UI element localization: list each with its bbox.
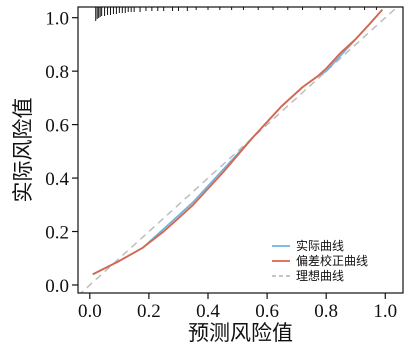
series-line-apparent (92, 9, 383, 276)
y-axis: 0.0 0.2 0.4 0.6 0.8 1.0 (45, 9, 78, 297)
x-axis-title: 预测风险值 (188, 321, 293, 345)
y-axis-title: 实际风险值 (11, 98, 35, 203)
x-tick-label: 0.2 (137, 301, 161, 322)
series-line-ideal (79, 7, 399, 293)
y-tick-label: 0.8 (45, 62, 69, 83)
x-tick-label: 0.0 (78, 301, 102, 322)
rug-marks (95, 7, 377, 21)
y-tick-label: 1.0 (45, 9, 69, 30)
series-lines (79, 7, 399, 293)
x-tick-label: 0.6 (255, 301, 279, 322)
plot-frame (77, 6, 404, 294)
y-tick-label: 0.0 (45, 276, 69, 297)
y-tick-label: 0.6 (45, 116, 69, 137)
x-tick-label: 0.4 (196, 301, 220, 322)
y-tick-label: 0.2 (45, 223, 69, 244)
series-line-bias-corrected (92, 9, 383, 276)
legend-label: 偏差校正曲线 (296, 253, 368, 268)
y-tick-label: 0.4 (45, 169, 69, 190)
x-axis: 0.0 0.2 0.4 0.6 0.8 1.0 (78, 293, 397, 322)
x-tick-label: 0.8 (314, 301, 338, 322)
legend-label: 实际曲线 (296, 238, 344, 253)
legend-label: 理想曲线 (296, 268, 344, 283)
x-tick-label: 1.0 (373, 301, 397, 322)
